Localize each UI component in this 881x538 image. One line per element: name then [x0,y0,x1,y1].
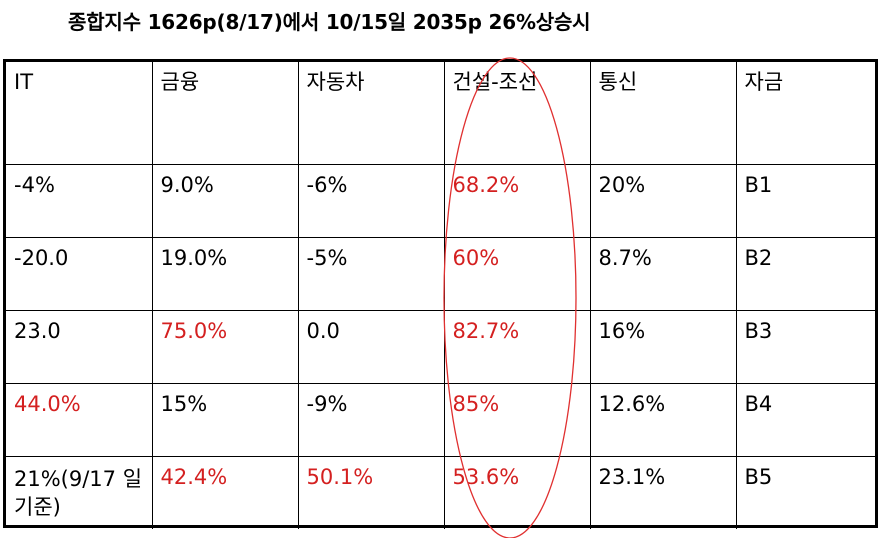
table-cell: 60% [443,236,591,311]
table-cell: 23.1% [589,455,737,529]
table-cell: 42.4% [151,455,299,529]
table-cell: B5 [735,455,875,529]
table-cell: B3 [735,309,875,384]
table-cell: 9.0% [151,163,299,238]
column-header: IT [6,62,153,165]
table-cell: 16% [589,309,737,384]
table-cell: 19.0% [151,236,299,311]
table-row: 21%(9/17 일기준) 42.4% 50.1% 53.6% 23.1% B5 [6,455,875,529]
sector-returns-table: IT 금융 자동차 건설-조선 통신 자금 -4% 9.0% -6% 68.2% 20% B1 -20.… [3,59,878,529]
column-header: 통신 [589,62,737,165]
table-row: -20.0 19.0% -5% 60% 8.7% B2 [6,236,875,311]
table-cell: B1 [735,163,875,238]
table-cell: -6% [297,163,445,238]
table-cell: 50.1% [297,455,445,529]
table-cell: -9% [297,382,445,457]
column-header: 자금 [735,62,875,165]
table-cell: 8.7% [589,236,737,311]
table-cell: 68.2% [443,163,591,238]
table-cell: 21%(9/17 일기준) [6,455,153,529]
column-header: 금융 [151,62,299,165]
table-cell: -20.0 [6,236,153,311]
column-header: 건설-조선 [443,62,591,165]
table-cell: 12.6% [589,382,737,457]
table-cell: 23.0 [6,309,153,384]
table-cell: -5% [297,236,445,311]
table-row: 44.0% 15% -9% 85% 12.6% B4 [6,382,875,457]
column-header: 자동차 [297,62,445,165]
table-cell: 53.6% [443,455,591,529]
table-cell: 0.0 [297,309,445,384]
table-cell: 44.0% [6,382,153,457]
table-cell: 20% [589,163,737,238]
table-cell: 85% [443,382,591,457]
table-cell: -4% [6,163,153,238]
page-title: 종합지수 1626p(8/17)에서 10/15일 2035p 26%상승시 [68,10,591,34]
table-row: 23.0 75.0% 0.0 82.7% 16% B3 [6,309,875,384]
table-cell: B2 [735,236,875,311]
table-cell: 75.0% [151,309,299,384]
table-cell: 82.7% [443,309,591,384]
table-row: -4% 9.0% -6% 68.2% 20% B1 [6,163,875,238]
table-cell: B4 [735,382,875,457]
table-cell: 15% [151,382,299,457]
header-row: IT 금융 자동차 건설-조선 통신 자금 [6,62,875,165]
